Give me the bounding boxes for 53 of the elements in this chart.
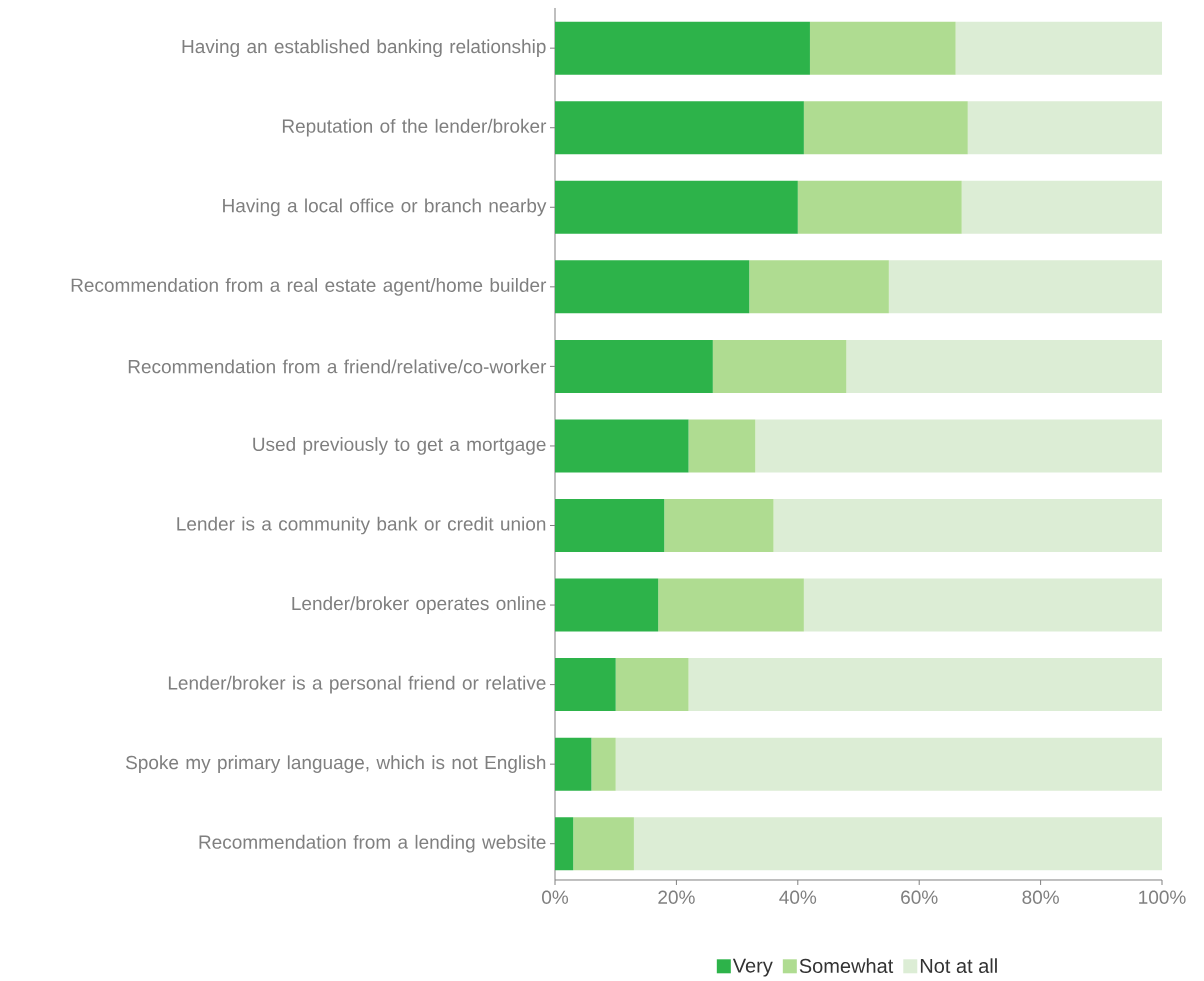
x-tick-label: 80% [1022,890,1059,904]
y-tick-label: Used previously to get a mortgage [253,437,546,455]
x-tick-label: 0% [542,890,569,904]
y-tick-label: Recommendation from a lending website [199,834,546,853]
x-tick-label: 20% [658,890,695,904]
bar [555,578,659,632]
x-tick-label: 60% [901,890,938,904]
bar [591,737,616,791]
bar [773,499,1163,552]
y-tick-label: Lender is a community bank or credit union [177,516,546,535]
bar [555,737,592,791]
bar [846,339,1163,393]
bar [688,658,1163,712]
legend-label: Very [732,958,773,977]
bar [809,21,956,75]
bar [555,419,689,473]
bar [688,419,756,473]
bar [633,817,1163,871]
x-tick-label: 100% [1139,890,1186,904]
bar [555,658,616,712]
legend-label: Not at all [920,958,997,973]
bar [573,817,634,871]
bar [664,499,774,552]
bar [749,260,889,314]
bar [712,339,847,393]
bar [955,21,1163,75]
y-tick-label: Recommendation from a real estate agent/home builder [71,277,547,296]
bar [755,419,1163,473]
bar [555,499,665,552]
bar [961,180,1163,234]
y-tick-label: Having an established banking relationship [182,39,546,58]
bar [615,658,689,712]
y-tick-label: Having a local office or branch nearby [223,198,547,217]
bar [797,180,962,234]
y-tick-label: Lender/broker operates online [292,596,546,614]
bar [555,180,798,234]
bar [555,260,750,314]
bar [555,339,713,393]
bar [803,101,968,155]
x-tick-label: 40% [779,890,817,904]
y-tick-label: Lender/broker is a personal friend or relative [168,675,546,694]
bar [555,101,804,155]
y-tick-label: Reputation of the lender/broker [282,118,547,137]
bar [967,101,1163,155]
legend-label: Somewhat [799,958,894,973]
bar [615,737,1163,791]
bar [555,817,574,871]
y-tick-label: Spoke my primary language, which is not English [125,755,546,774]
y-tick-label: Recommendation from a friend/relative/co-worker [128,359,547,374]
bar [803,578,1163,632]
bar [888,260,1163,314]
bar [555,21,810,75]
bar [658,578,804,632]
